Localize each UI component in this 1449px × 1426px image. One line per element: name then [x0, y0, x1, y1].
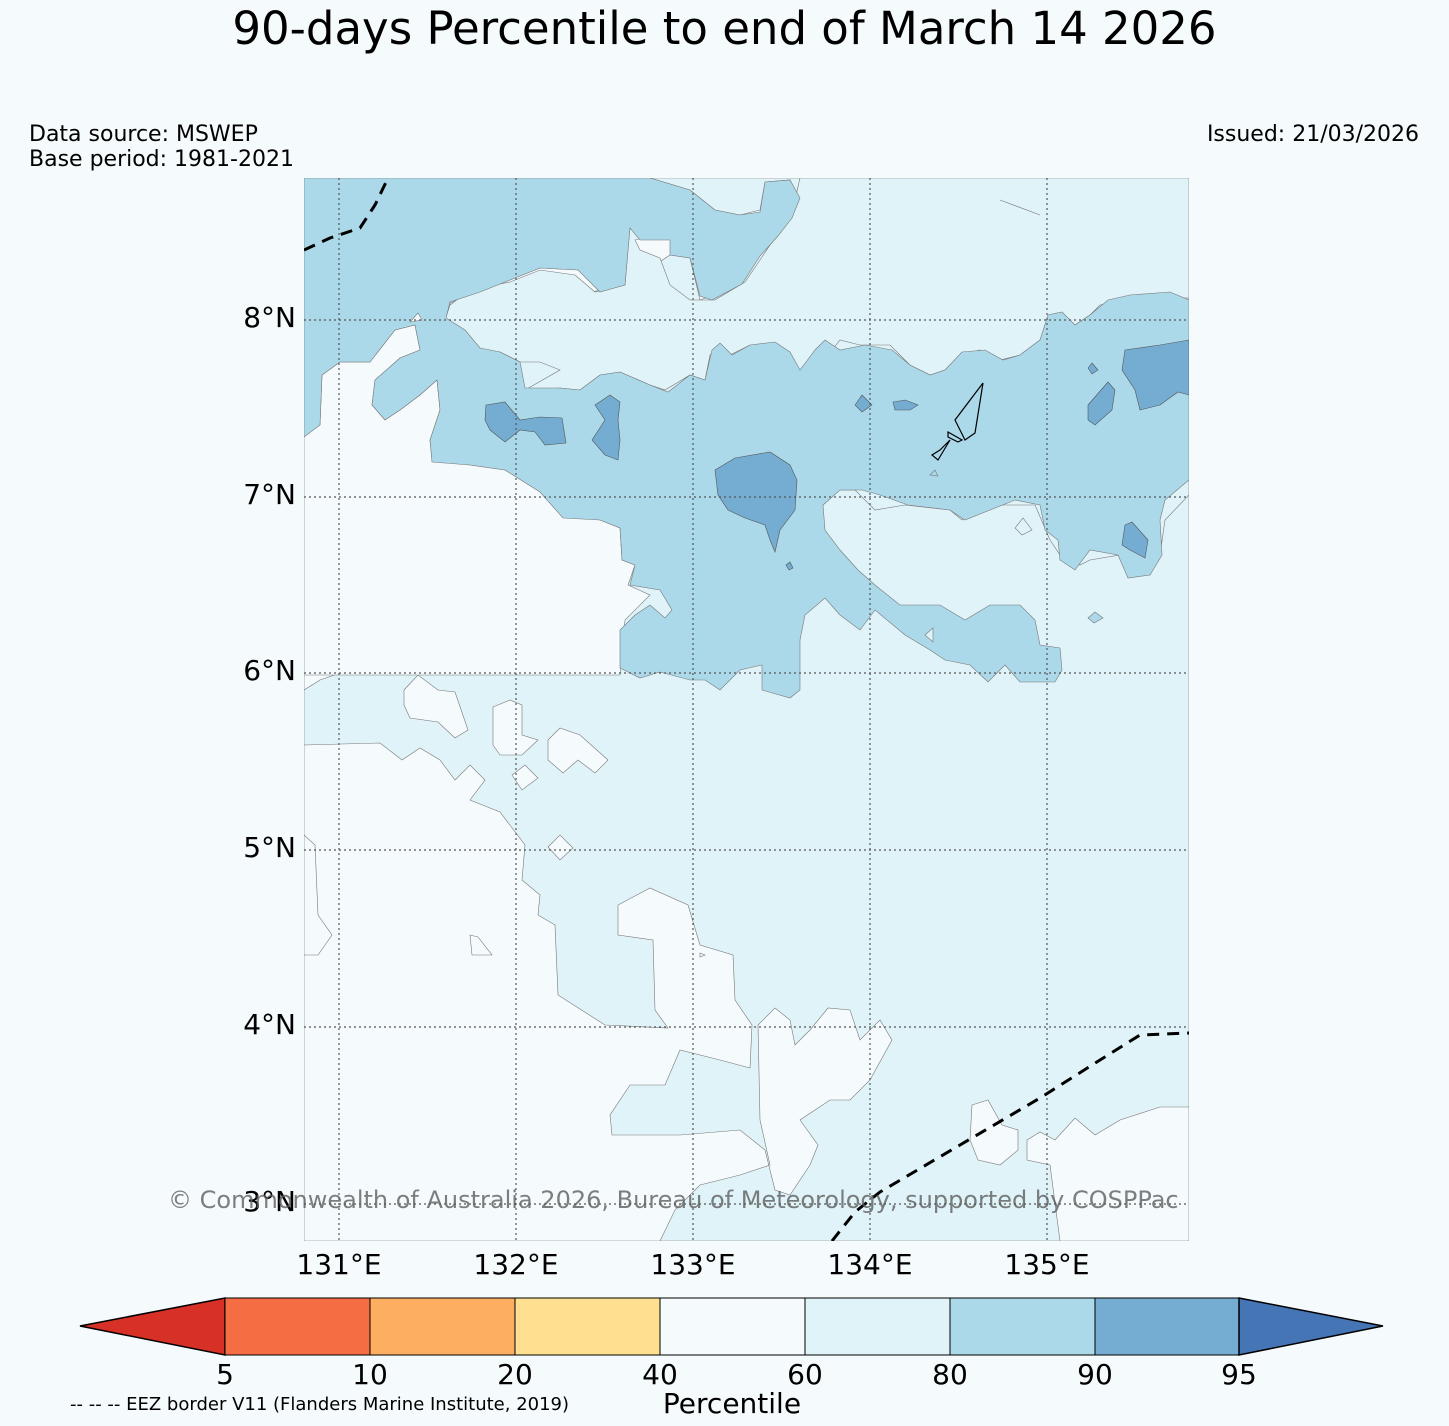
lat-label-4n: 4°N	[243, 1008, 296, 1041]
lon-label-133e: 133°E	[650, 1248, 736, 1281]
lat-label-6n: 6°N	[243, 654, 296, 687]
colorbar-bin-10-20	[369, 1297, 516, 1356]
colorbar-bin-20-40	[514, 1297, 661, 1356]
eez-legend-note: -- -- -- EEZ border V11 (Flanders Marine…	[70, 1394, 570, 1415]
eez-border	[304, 178, 1189, 1241]
lon-label-135e: 135°E	[1004, 1248, 1090, 1281]
colorbar-bin-60-80	[804, 1297, 951, 1356]
lat-label-5n: 5°N	[243, 831, 296, 864]
colorbar	[79, 1297, 1384, 1356]
data-source-label: Data source: MSWEP	[29, 122, 258, 147]
lat-label-7n: 7°N	[243, 478, 296, 511]
colorbar-tick-60: 60	[787, 1358, 823, 1391]
colorbar-bin-5-10	[224, 1297, 371, 1356]
colorbar-tick-10: 10	[352, 1358, 388, 1391]
colorbar-tick-95: 95	[1221, 1358, 1257, 1391]
map-title: 90-days Percentile to end of March 14 20…	[232, 2, 1217, 55]
issued-date: Issued: 21/03/2026	[1206, 122, 1419, 147]
colorbar-tick-80: 80	[932, 1358, 968, 1391]
lat-label-8n: 8°N	[243, 301, 296, 334]
lat-label-3n: 3°N	[243, 1185, 296, 1218]
metadata-left: Data source: MSWEP Base period: 1981-202…	[29, 122, 294, 172]
colorbar-bin-40-60	[659, 1297, 806, 1356]
colorbar-tick-20: 20	[497, 1358, 533, 1391]
lon-label-132e: 132°E	[473, 1248, 559, 1281]
graticule	[304, 178, 1189, 1241]
colorbar-bin-80-90	[949, 1297, 1096, 1356]
colorbar-extend-low	[79, 1297, 226, 1356]
lon-label-131e: 131°E	[296, 1248, 382, 1281]
contour-80-90	[304, 178, 1189, 699]
colorbar-extend-high	[1238, 1297, 1384, 1356]
contour-90-95	[484, 339, 1189, 571]
colorbar-tick-40: 40	[642, 1358, 678, 1391]
map-panel	[304, 178, 1189, 1241]
lon-label-134e: 134°E	[827, 1248, 913, 1281]
base-period-label: Base period: 1981-2021	[29, 147, 294, 172]
colorbar-tick-5: 5	[216, 1358, 234, 1391]
colorbar-tick-90: 90	[1077, 1358, 1113, 1391]
copyright-notice: © Commonwealth of Australia 2026, Bureau…	[168, 1186, 1179, 1214]
colorbar-bin-90-95	[1094, 1297, 1240, 1356]
colorbar-title: Percentile	[662, 1387, 802, 1420]
island-outline	[930, 382, 984, 461]
